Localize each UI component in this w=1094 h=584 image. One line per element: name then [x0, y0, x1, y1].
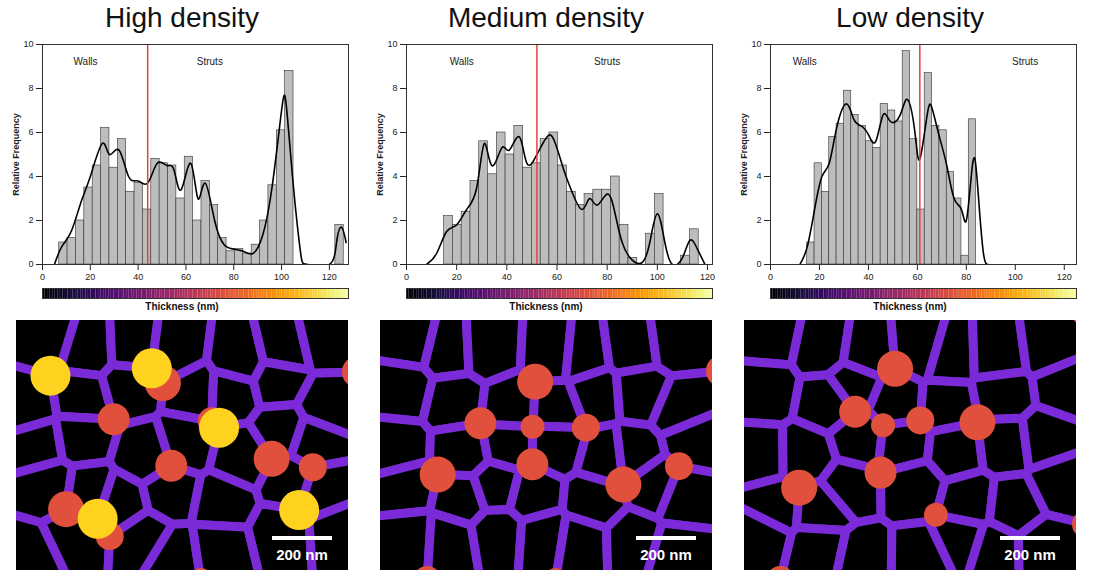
- svg-text:40: 40: [133, 272, 143, 282]
- svg-text:0: 0: [404, 272, 409, 282]
- svg-text:Walls: Walls: [793, 56, 817, 67]
- svg-text:8: 8: [392, 83, 397, 93]
- svg-text:20: 20: [814, 272, 824, 282]
- svg-text:0: 0: [40, 272, 45, 282]
- svg-text:10: 10: [387, 39, 397, 49]
- svg-text:8: 8: [756, 83, 761, 93]
- html-text:Thickness (nm): Thickness (nm): [873, 301, 947, 312]
- svg-text:2: 2: [756, 215, 761, 225]
- svg-text:4: 4: [28, 171, 33, 181]
- svg-text:0: 0: [28, 259, 33, 269]
- svg-text:Relative Frequency: Relative Frequency: [739, 113, 749, 196]
- svg-text:Relative Frequency: Relative Frequency: [11, 113, 21, 196]
- svg-text:120: 120: [322, 272, 337, 282]
- svg-text:20: 20: [452, 272, 462, 282]
- svg-text:6: 6: [392, 127, 397, 137]
- svg-text:120: 120: [1057, 272, 1072, 282]
- svg-text:40: 40: [863, 272, 873, 282]
- svg-text:200 nm: 200 nm: [276, 546, 328, 563]
- html-text:Thickness (nm): Thickness (nm): [509, 301, 583, 312]
- svg-text:Walls: Walls: [73, 56, 97, 67]
- svg-text:200 nm: 200 nm: [640, 546, 692, 563]
- svg-text:8: 8: [28, 83, 33, 93]
- svg-text:2: 2: [28, 215, 33, 225]
- svg-text:Walls: Walls: [450, 56, 474, 67]
- svg-text:10: 10: [751, 39, 761, 49]
- svg-text:2: 2: [392, 215, 397, 225]
- svg-text:Struts: Struts: [197, 56, 223, 67]
- svg-text:4: 4: [756, 171, 761, 181]
- svg-text:60: 60: [912, 272, 922, 282]
- svg-text:100: 100: [650, 272, 665, 282]
- html-text:High density: High density: [105, 2, 259, 33]
- svg-text:6: 6: [756, 127, 761, 137]
- svg-text:100: 100: [274, 272, 289, 282]
- svg-text:4: 4: [392, 171, 397, 181]
- svg-text:40: 40: [502, 272, 512, 282]
- svg-text:6: 6: [28, 127, 33, 137]
- svg-text:Relative Frequency: Relative Frequency: [375, 113, 385, 196]
- svg-text:80: 80: [229, 272, 239, 282]
- svg-text:20: 20: [85, 272, 95, 282]
- svg-text:Struts: Struts: [1012, 56, 1038, 67]
- svg-text:60: 60: [181, 272, 191, 282]
- svg-text:100: 100: [1008, 272, 1023, 282]
- svg-text:60: 60: [552, 272, 562, 282]
- svg-text:10: 10: [23, 39, 33, 49]
- html-text:Thickness (nm): Thickness (nm): [145, 301, 219, 312]
- svg-text:80: 80: [961, 272, 971, 282]
- html-text:Medium density: Medium density: [448, 2, 644, 33]
- svg-text:0: 0: [768, 272, 773, 282]
- svg-text:Struts: Struts: [594, 56, 620, 67]
- svg-text:200 nm: 200 nm: [1004, 546, 1056, 563]
- svg-text:120: 120: [700, 272, 715, 282]
- html-text:Low density: Low density: [836, 2, 984, 33]
- svg-text:0: 0: [756, 259, 761, 269]
- svg-text:80: 80: [602, 272, 612, 282]
- svg-text:0: 0: [392, 259, 397, 269]
